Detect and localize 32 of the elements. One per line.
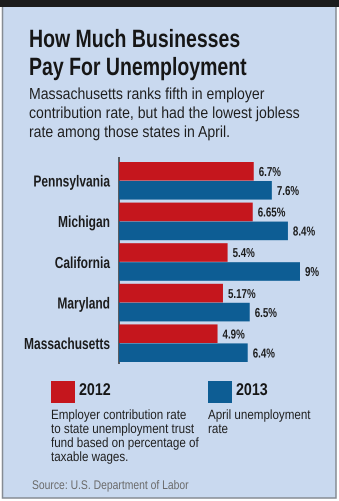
data-label: 4.9% bbox=[222, 328, 245, 342]
text: Employer contribution rate to state unemployment trust fund based on percentage of taxable wages. bbox=[51, 407, 200, 464]
y-tick-label: Pennsylvania bbox=[33, 172, 110, 190]
data-label: 5.17% bbox=[228, 288, 256, 302]
y-tick-label: California bbox=[54, 253, 110, 272]
data-label: 7.6% bbox=[276, 184, 300, 198]
data-label: 6.7% bbox=[258, 166, 281, 180]
chart-title: How Much Businesses Pay For Unemployment bbox=[29, 24, 248, 81]
source-note: Source: U.S. Department of Labor bbox=[32, 479, 189, 492]
bar bbox=[119, 284, 223, 302]
data-label: 6.4% bbox=[252, 347, 275, 361]
bar bbox=[119, 343, 248, 362]
data-label: 5.4% bbox=[232, 247, 255, 261]
chart-subtitle: Massachusetts ranks fifth in employer contribution rate, but had the lowest jobless rate among those states in April. bbox=[29, 85, 300, 142]
bar bbox=[119, 243, 228, 262]
data-label: 9% bbox=[305, 266, 320, 280]
y-tick-label: Maryland bbox=[57, 294, 110, 312]
bar bbox=[119, 202, 253, 222]
data-label: 8.4% bbox=[292, 225, 316, 239]
data-label: 6.5% bbox=[254, 306, 277, 320]
bar bbox=[119, 262, 300, 281]
legend-label: 2012 bbox=[79, 380, 111, 400]
legend-label: 2013 bbox=[236, 380, 268, 400]
bar bbox=[119, 222, 288, 240]
bar bbox=[119, 180, 272, 200]
text: April unemployment rate bbox=[208, 407, 311, 436]
bar bbox=[119, 324, 218, 344]
bar bbox=[119, 302, 250, 322]
y-tick-label: Massachusetts bbox=[24, 334, 110, 352]
data-label: 6.65% bbox=[258, 206, 286, 220]
bar bbox=[119, 162, 254, 181]
y-tick-label: Michigan bbox=[58, 212, 110, 231]
